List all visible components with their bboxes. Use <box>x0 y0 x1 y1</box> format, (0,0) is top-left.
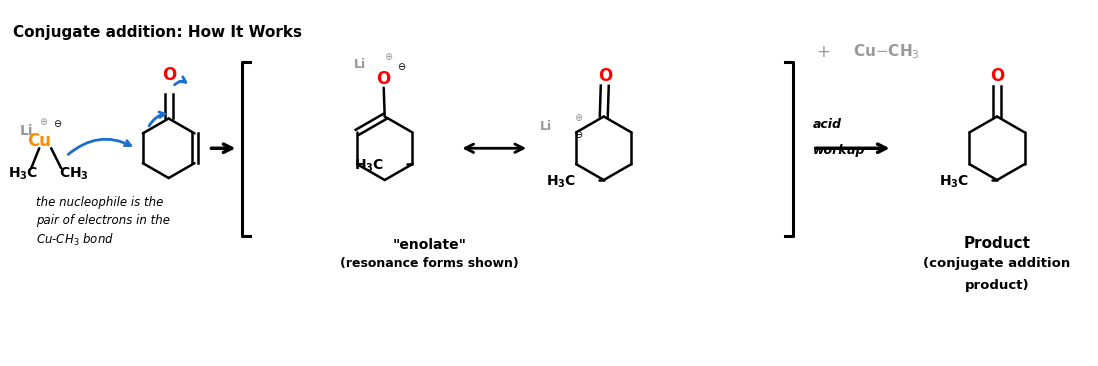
Text: $\mathregular{H_3C}$: $\mathregular{H_3C}$ <box>355 158 384 174</box>
Text: (resonance forms shown): (resonance forms shown) <box>340 257 519 270</box>
Text: workup: workup <box>813 144 865 157</box>
Text: Product: Product <box>964 236 1031 251</box>
Text: Cu$-$CH$_3$: Cu$-$CH$_3$ <box>853 43 919 61</box>
Text: ⊖: ⊖ <box>396 62 405 72</box>
Text: O: O <box>597 67 612 85</box>
Text: the nucleophile is the: the nucleophile is the <box>36 196 164 209</box>
Text: ⊕: ⊕ <box>40 117 47 127</box>
Text: pair of electrons in the: pair of electrons in the <box>36 214 170 227</box>
Text: O: O <box>377 70 391 88</box>
Text: "enolate": "enolate" <box>392 238 467 251</box>
Text: O: O <box>990 67 1005 85</box>
Text: $\mathregular{H_3C}$: $\mathregular{H_3C}$ <box>9 166 38 182</box>
Text: O: O <box>163 66 177 84</box>
Text: (conjugate addition: (conjugate addition <box>923 257 1071 270</box>
Text: ⊖: ⊖ <box>574 130 582 141</box>
Text: $\mathregular{H_3C}$: $\mathregular{H_3C}$ <box>939 174 970 190</box>
Text: Cu-CH$_3$ bond: Cu-CH$_3$ bond <box>36 232 114 248</box>
Text: ⊖: ⊖ <box>53 119 61 130</box>
Text: Li: Li <box>20 124 33 138</box>
Text: Conjugate addition: How It Works: Conjugate addition: How It Works <box>13 25 302 40</box>
Text: +: + <box>816 43 830 61</box>
Text: Cu: Cu <box>27 132 52 150</box>
Text: ⊕: ⊕ <box>574 113 582 123</box>
Text: ⊕: ⊕ <box>383 52 392 62</box>
Text: Li: Li <box>540 120 552 133</box>
Text: product): product) <box>965 279 1029 292</box>
Text: $\mathregular{H_3C}$: $\mathregular{H_3C}$ <box>546 174 575 190</box>
Text: acid: acid <box>813 118 842 131</box>
Text: Li: Li <box>354 59 366 71</box>
Text: $\mathregular{CH_3}$: $\mathregular{CH_3}$ <box>59 166 89 182</box>
